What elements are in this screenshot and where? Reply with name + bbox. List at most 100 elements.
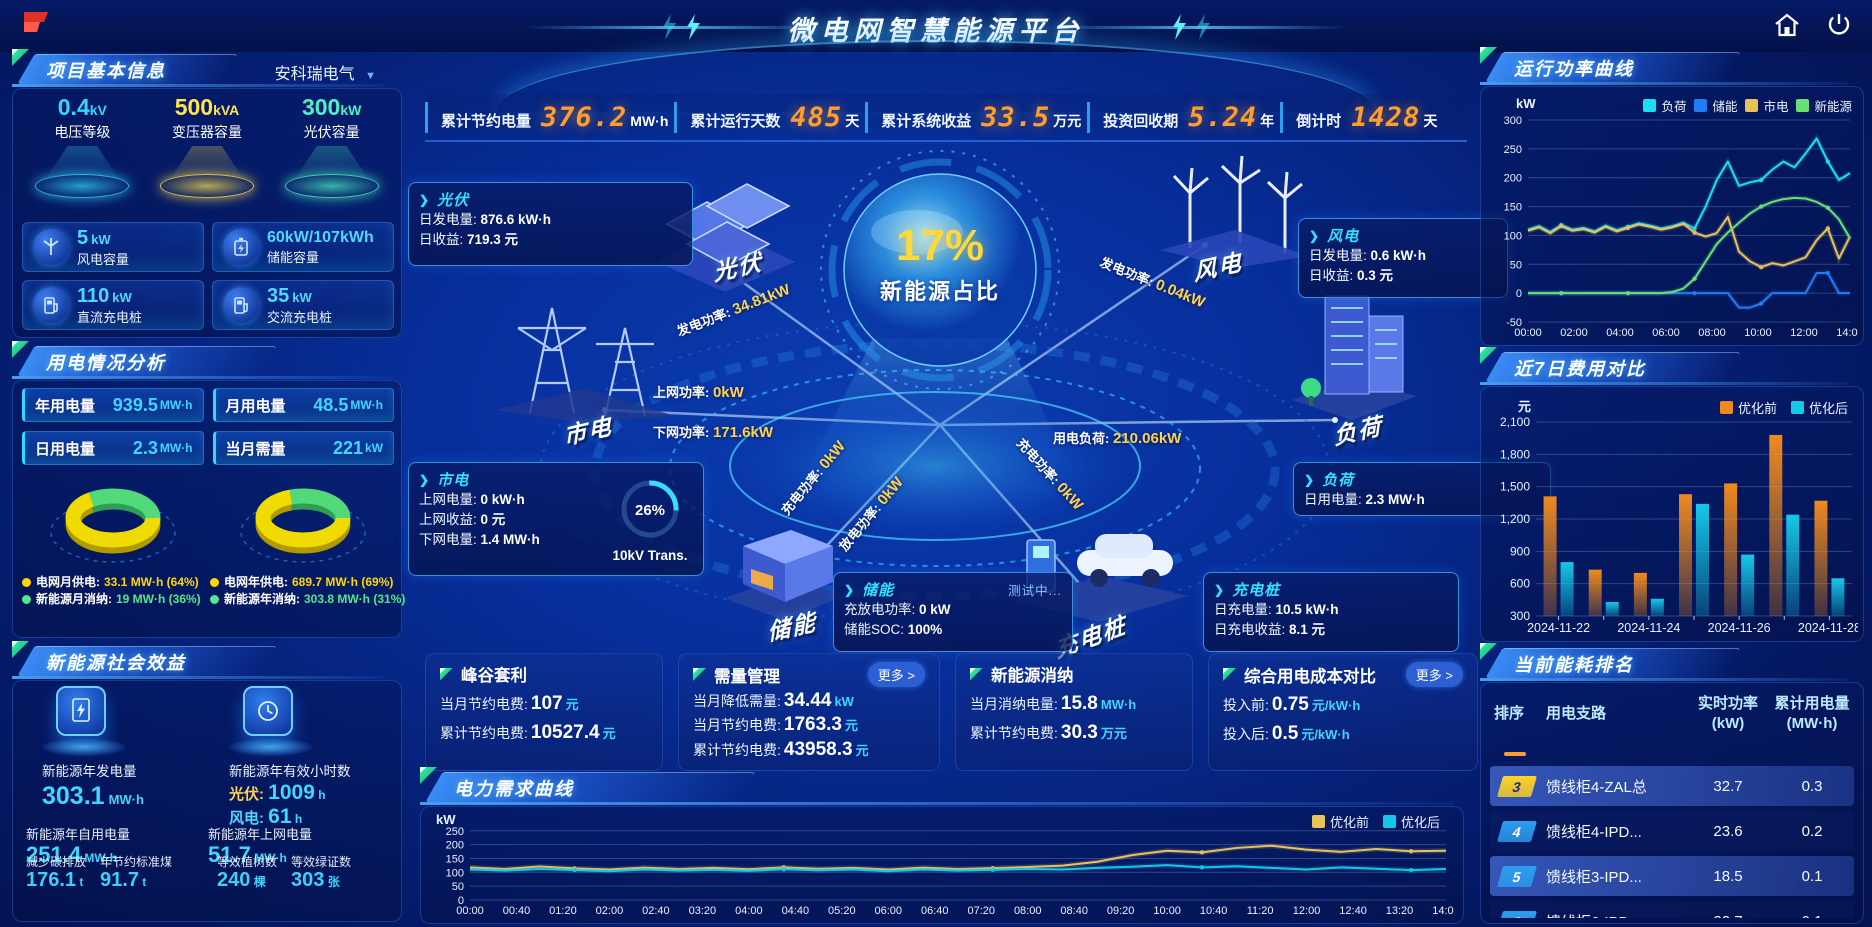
node-name: 风电 bbox=[1327, 228, 1360, 245]
metric-unit: 张 bbox=[324, 875, 340, 890]
row-unit: 元 bbox=[855, 742, 869, 758]
metric-key: 日收益: bbox=[1309, 268, 1358, 283]
capacity-card-value: 110 bbox=[77, 284, 110, 307]
flow-label: 用电负荷: 210.06kW bbox=[1053, 428, 1181, 447]
metric-key: 日发电量: bbox=[419, 212, 481, 227]
lightning-icon bbox=[1170, 14, 1212, 40]
legend-dot bbox=[210, 595, 219, 604]
legend-label: 优化后 bbox=[1808, 401, 1848, 416]
home-icon[interactable] bbox=[1772, 10, 1802, 40]
metric-pair: 等效绿证数 303 张 bbox=[291, 853, 351, 891]
rank-badge: 3 bbox=[1496, 775, 1538, 797]
flow-label: 上网功率: 0kW bbox=[653, 382, 744, 401]
wind-icon bbox=[33, 229, 69, 265]
svg-text:02:40: 02:40 bbox=[642, 905, 670, 917]
table-row[interactable]: 4 馈线柜4-IPD... 23.6 0.2 bbox=[1490, 811, 1854, 851]
page-title: 微电网智慧能源平台 bbox=[787, 16, 1085, 46]
node-metric-row: 下网电量: 1.4 MW·h bbox=[419, 530, 693, 550]
node-box-title: ❯ 充电桩 bbox=[1214, 579, 1448, 600]
capacity-card-text: 5 kW 风电容量 bbox=[77, 227, 129, 268]
node-metric-row: 日收益: 0.3 元 bbox=[1309, 266, 1497, 286]
pedestal-value-line: 500kVA bbox=[148, 94, 266, 121]
panel-corner-icon bbox=[12, 341, 29, 358]
benefit-card-row: 累计节约电费: 43958.3 元 bbox=[693, 739, 925, 761]
svg-text:04:40: 04:40 bbox=[782, 905, 810, 917]
legend-item: 新能源年消纳: 303.8 MW·h (31%) bbox=[208, 591, 405, 608]
branch-name: 馈线柜3-IPD... bbox=[1546, 868, 1642, 886]
usage-stat-unit: MW·h bbox=[350, 398, 383, 412]
capacity-pedestal: 500kVA 变压器容量 bbox=[148, 94, 266, 212]
metric-unit: MW·h bbox=[250, 851, 287, 865]
metric-label: 新能源年自用电量 bbox=[26, 827, 131, 842]
usage-stat-label: 当月需量 bbox=[225, 440, 286, 458]
usage-stat-unit: MW·h bbox=[159, 398, 193, 412]
more-button[interactable]: 更多 > bbox=[867, 662, 925, 687]
more-button[interactable]: 更多 > bbox=[1405, 662, 1463, 687]
stat-unit: 天 bbox=[845, 112, 860, 129]
social-top-metrics: 新能源年发电量 303.1 MW·h 新能源年有效小时数 光伏: 1009 h 风电: 6… bbox=[20, 686, 394, 830]
stat-label: 投资回收期 bbox=[1103, 112, 1179, 130]
capacity-card-unit: kW bbox=[112, 289, 132, 305]
power-icon[interactable] bbox=[1824, 10, 1854, 40]
node-metric-row: 日充电收益: 8.1 元 bbox=[1214, 620, 1448, 640]
legend-item: 电网月供电: 33.1 MW·h (64%) bbox=[20, 574, 208, 591]
svg-text:08:00: 08:00 bbox=[1698, 327, 1726, 339]
benefit-card-title: 新能源消纳 bbox=[991, 667, 1074, 685]
benefit-card-row: 当月节约电费: 107 元 bbox=[440, 693, 648, 715]
table-row[interactable]: 5 馈线柜3-IPD... 18.5 0.1 bbox=[1490, 856, 1854, 896]
legend-dot bbox=[210, 578, 219, 587]
benefit-card-header: 新能源消纳 bbox=[970, 662, 1178, 686]
capacity-card-value-line: 5 kW bbox=[77, 227, 129, 249]
legend-item: 新能源 bbox=[1796, 96, 1852, 115]
pedestal-base bbox=[35, 174, 130, 198]
svg-text:12:00: 12:00 bbox=[1293, 905, 1321, 917]
total-energy: 0.1 bbox=[1801, 867, 1823, 885]
row-value: 0.5 bbox=[1271, 723, 1299, 744]
panel-corner-icon bbox=[12, 49, 29, 66]
table-row[interactable]: 3 馈线柜4-ZAL总 32.7 0.3 bbox=[1490, 766, 1854, 806]
svg-text:05:20: 05:20 bbox=[828, 905, 856, 917]
flow-key: 用电负荷: bbox=[1053, 431, 1113, 446]
capacity-card: 110 kW 直流充电桩 bbox=[22, 280, 204, 330]
column-header: 排序 bbox=[1494, 705, 1525, 722]
panel-corner-icon bbox=[12, 641, 29, 658]
demand-chart-legend: 优化前 优化后 bbox=[1311, 812, 1440, 831]
total-energy: 0.2 bbox=[1801, 822, 1823, 840]
project-selector-dropdown[interactable]: 安科瑞电气 ▼ bbox=[275, 60, 376, 84]
metric-unit: 棵 bbox=[250, 875, 266, 890]
svg-text:00:00: 00:00 bbox=[1514, 327, 1542, 339]
capacity-card-label: 直流充电桩 bbox=[77, 309, 143, 325]
table-row[interactable]: 6 馈线柜6-IPD22.70.1 bbox=[1490, 901, 1854, 918]
usage-stat-label: 日用电量 bbox=[35, 440, 96, 458]
metric-key: 日充电量: bbox=[1214, 602, 1276, 617]
legend-chip bbox=[1719, 401, 1733, 414]
metric-key: 日用电量: bbox=[1304, 492, 1366, 507]
pedestal-unit: kV bbox=[89, 102, 107, 118]
benefit-card-title: 需量管理 bbox=[714, 667, 780, 686]
node-metric-row: 日发电量: 876.6 kW·h bbox=[419, 210, 682, 230]
pedestal-unit: kW bbox=[340, 102, 362, 118]
node-name: 充电桩 bbox=[1232, 582, 1281, 599]
row-unit: 元/kW·h bbox=[1311, 698, 1361, 713]
renewable-percentage-label: 新能源占比 bbox=[879, 279, 1000, 304]
metric-label: 年节约标准煤 bbox=[100, 855, 173, 870]
svg-text:150: 150 bbox=[446, 853, 464, 865]
metric-pair: 减少碳排放 176.1 t bbox=[26, 853, 86, 891]
node-box-storage: ❯ 储能 测试中... 充放电功率: 0 kW 储能SOC: 100% bbox=[833, 572, 1073, 652]
cost-chart-legend: 优化前 优化后 bbox=[1719, 398, 1848, 417]
benefit-card-header: 峰谷套利 bbox=[440, 662, 648, 686]
metric-value: 91.7 t bbox=[100, 869, 147, 892]
svg-text:00:40: 00:40 bbox=[503, 905, 531, 917]
social-generation-value: 303.1 MW·h bbox=[42, 782, 207, 811]
metric-unit: t bbox=[138, 875, 147, 890]
legend-item: 负荷 bbox=[1643, 96, 1686, 115]
stat-unit: 天 bbox=[1423, 112, 1438, 129]
usage-stat: 年用电量 939.5 MW·h bbox=[22, 388, 204, 422]
benefit-card-title: 峰谷套利 bbox=[461, 667, 527, 685]
legend-label: 优化后 bbox=[1400, 815, 1440, 830]
donut-chart bbox=[218, 474, 388, 575]
usage-stat-label: 月用电量 bbox=[225, 397, 286, 415]
metric-pair: 年节约标准煤 91.7 t bbox=[100, 853, 172, 891]
svg-text:04:00: 04:00 bbox=[1606, 327, 1634, 339]
flow-label: 下网功率: 171.6kW bbox=[653, 422, 773, 441]
